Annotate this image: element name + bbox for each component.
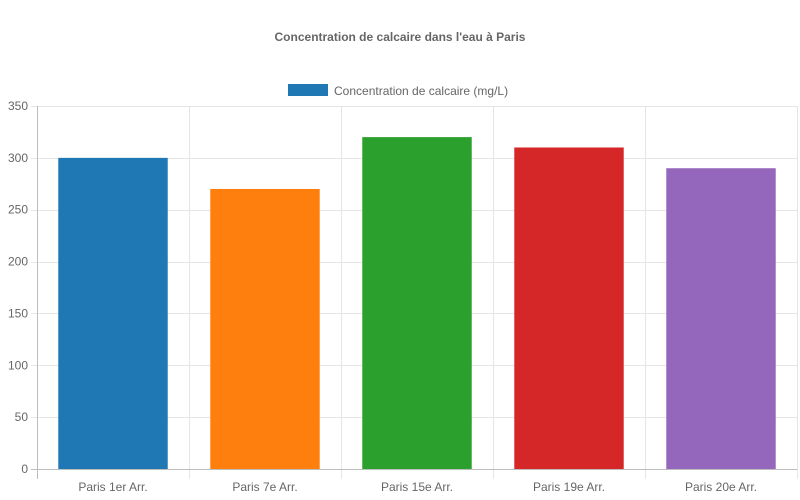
- x-tick-label: Paris 15e Arr.: [381, 480, 453, 494]
- y-tick-label: 50: [15, 410, 29, 424]
- y-tick-label: 350: [8, 99, 28, 113]
- axes: [31, 106, 797, 479]
- y-tick-label: 200: [8, 255, 28, 269]
- y-axis-ticks: 0 50 100 150 200 250 300 350: [8, 99, 28, 476]
- x-axis-ticks: Paris 1er Arr. Paris 7e Arr. Paris 15e Arr…: [78, 480, 757, 494]
- bars: [58, 137, 776, 469]
- legend-swatch: [288, 84, 328, 96]
- legend[interactable]: Concentration de calcaire (mg/L): [288, 84, 508, 98]
- bar[interactable]: [514, 147, 624, 469]
- bar[interactable]: [362, 137, 472, 469]
- y-tick-label: 300: [8, 151, 28, 165]
- x-tick-label: Paris 19e Arr.: [533, 480, 605, 494]
- bar[interactable]: [58, 157, 168, 469]
- y-tick-label: 0: [21, 462, 28, 476]
- y-tick-label: 250: [8, 203, 28, 217]
- x-tick-label: Paris 20e Arr.: [685, 480, 757, 494]
- chart-title: Concentration de calcaire dans l'eau à P…: [275, 30, 526, 44]
- x-tick-label: Paris 7e Arr.: [232, 480, 297, 494]
- y-tick-label: 150: [8, 306, 28, 320]
- bar[interactable]: [210, 188, 320, 469]
- x-tick-label: Paris 1er Arr.: [78, 480, 147, 494]
- y-tick-label: 100: [8, 358, 28, 372]
- bar[interactable]: [666, 168, 776, 469]
- legend-label: Concentration de calcaire (mg/L): [334, 84, 508, 98]
